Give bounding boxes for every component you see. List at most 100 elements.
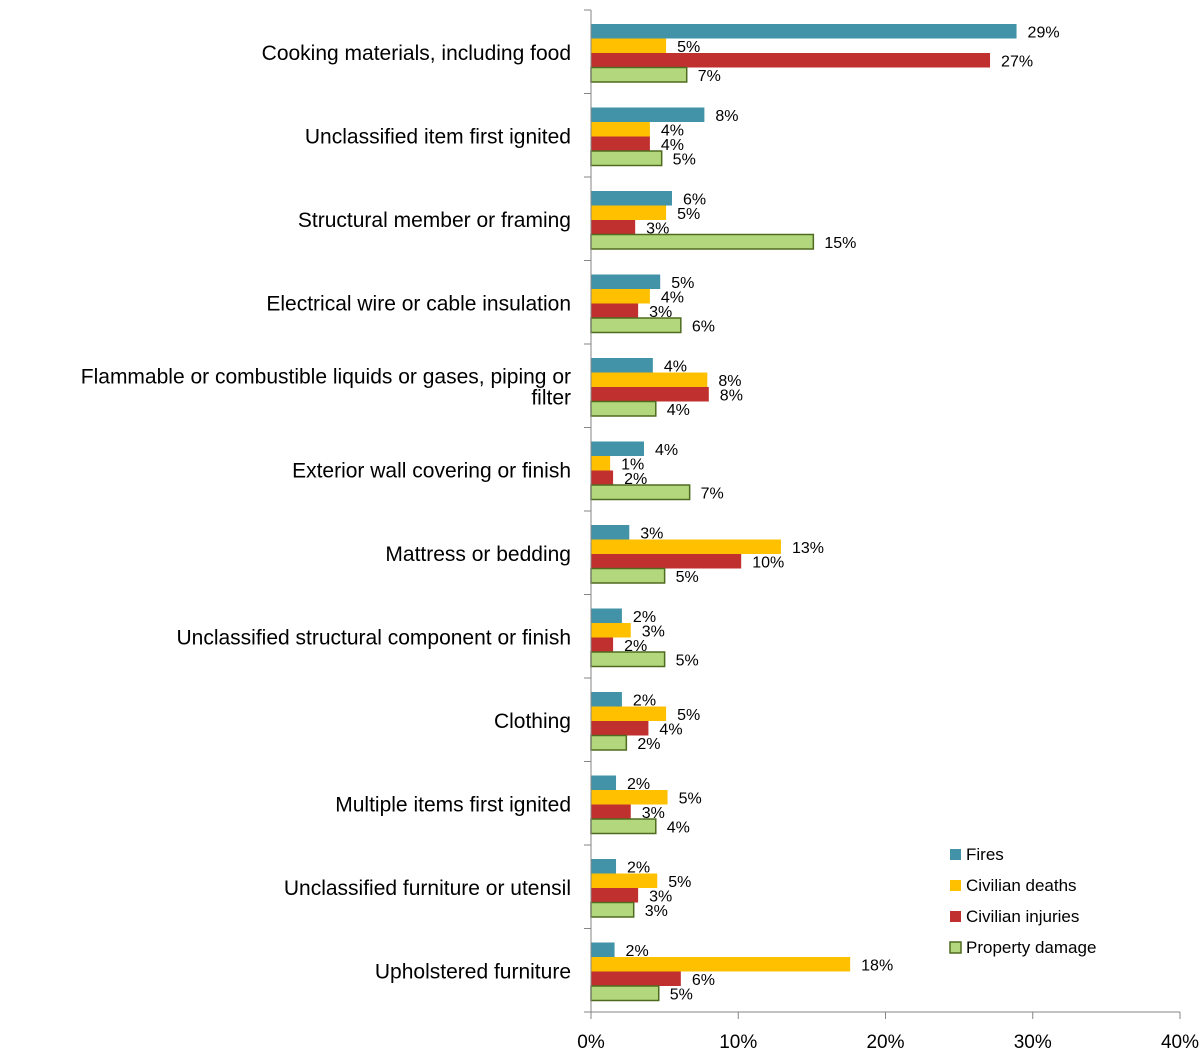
data-label: 5% (668, 874, 691, 891)
bar-civilian-deaths-8 (591, 706, 667, 721)
data-label: 2% (624, 638, 647, 655)
data-label: 8% (715, 108, 738, 125)
data-label: 6% (692, 972, 715, 989)
data-label: 6% (692, 318, 715, 335)
data-label: 7% (698, 68, 721, 85)
bar-civilian-injuries-2 (591, 220, 636, 235)
x-tick-label: 10% (719, 1032, 757, 1053)
bar-fires-4 (591, 358, 653, 373)
category-label: Unclassified furniture or utensil (284, 877, 571, 900)
data-label: 2% (624, 471, 647, 488)
bar-fires-2 (591, 191, 672, 206)
bar-property-damage-8 (590, 734, 628, 751)
bar-civilian-injuries-6 (591, 554, 742, 569)
data-label: 2% (633, 692, 656, 709)
data-label: 2% (633, 609, 656, 626)
data-label: 3% (646, 220, 669, 237)
bar-fires-1 (591, 107, 705, 122)
data-label: 3% (642, 623, 665, 640)
data-label: 5% (677, 707, 700, 724)
bar-civilian-injuries-7 (591, 637, 614, 652)
data-label: 29% (1028, 24, 1060, 41)
bar-civilian-deaths-4 (591, 372, 708, 387)
legend: Fires Civilian deaths Civilian injuries Pro… (949, 845, 1096, 957)
data-label: 4% (655, 442, 678, 459)
category-label: Unclassified structural component or fin… (176, 627, 571, 650)
data-label: 10% (752, 554, 784, 571)
category-label: Multiple items first ignited (335, 794, 571, 817)
data-label: 2% (627, 776, 650, 793)
x-tick-label: 0% (577, 1032, 605, 1053)
data-label: 5% (673, 151, 696, 168)
data-label: 8% (720, 387, 743, 404)
bar-civilian-injuries-5 (591, 470, 614, 485)
bar-civilian-deaths-1 (591, 122, 650, 137)
data-label: 1% (621, 456, 644, 473)
bar-property-damage-6 (590, 567, 666, 584)
data-label: 5% (670, 986, 693, 1003)
x-tick-label: 20% (866, 1032, 904, 1053)
category-label: Electrical wire or cable insulation (266, 293, 571, 316)
data-label: 4% (667, 819, 690, 836)
bar-civilian-injuries-4 (591, 387, 709, 402)
bar-civilian-injuries-8 (591, 721, 649, 736)
bar-fires-6 (591, 525, 630, 540)
data-label: 5% (679, 790, 702, 807)
legend-swatch (950, 849, 961, 860)
data-label: 5% (671, 275, 694, 292)
x-tick-label: 30% (1014, 1032, 1052, 1053)
data-label: 4% (664, 358, 687, 375)
category-labels-layer: Cooking materials, including food Unclass… (81, 42, 571, 984)
bar-civilian-deaths-9 (591, 790, 668, 805)
bar-fires-10 (591, 859, 617, 874)
bar-fires-0 (591, 24, 1017, 39)
category-label: Exterior wall covering or finish (292, 460, 571, 483)
category-label: Flammable or combustible liquids or gase… (81, 366, 571, 410)
legend-label: Fires (966, 845, 1004, 864)
category-label: Unclassified item first ignited (305, 126, 571, 149)
bar-civilian-deaths-6 (591, 539, 781, 554)
bar-property-damage-1 (590, 150, 663, 167)
legend-label: Property damage (966, 938, 1096, 957)
data-label: 4% (661, 137, 684, 154)
legend-swatch (950, 880, 961, 891)
category-label: Mattress or bedding (385, 543, 571, 566)
data-label: 7% (701, 485, 724, 502)
category-label: Clothing (494, 710, 571, 733)
data-label: 4% (667, 402, 690, 419)
data-label: 3% (649, 888, 672, 905)
category-label: Cooking materials, including food (262, 42, 571, 65)
data-label: 8% (718, 373, 741, 390)
data-label: 5% (676, 652, 699, 669)
bar-civilian-deaths-10 (591, 873, 658, 888)
legend-swatch (949, 941, 962, 954)
bar-civilian-deaths-7 (591, 623, 631, 638)
bar-civilian-deaths-11 (591, 957, 851, 972)
data-label: 15% (824, 235, 856, 252)
bar-fires-5 (591, 441, 645, 456)
category-label: Upholstered furniture (375, 961, 571, 984)
bar-civilian-injuries-0 (591, 53, 991, 68)
bar-civilian-deaths-2 (591, 205, 667, 220)
bar-property-damage-0 (590, 66, 688, 83)
data-label: 3% (645, 903, 668, 920)
bar-civilian-injuries-10 (591, 888, 639, 903)
axes-layer: 0% 10% 20% 30% 40% (577, 9, 1199, 1053)
data-label: 5% (677, 39, 700, 56)
bar-fires-3 (591, 274, 661, 289)
bar-civilian-deaths-0 (591, 38, 667, 53)
bar-civilian-injuries-1 (591, 136, 650, 151)
legend-label: Civilian deaths (966, 876, 1077, 895)
legend-swatch (950, 911, 961, 922)
data-label: 27% (1001, 53, 1033, 70)
bar-fires-8 (591, 692, 622, 707)
legend-label: Civilian injuries (966, 907, 1079, 926)
data-label: 2% (626, 943, 649, 960)
data-label: 2% (637, 736, 660, 753)
data-label: 13% (792, 540, 824, 557)
data-label: 4% (659, 721, 682, 738)
bar-civilian-deaths-3 (591, 289, 650, 304)
data-label: 5% (676, 569, 699, 586)
